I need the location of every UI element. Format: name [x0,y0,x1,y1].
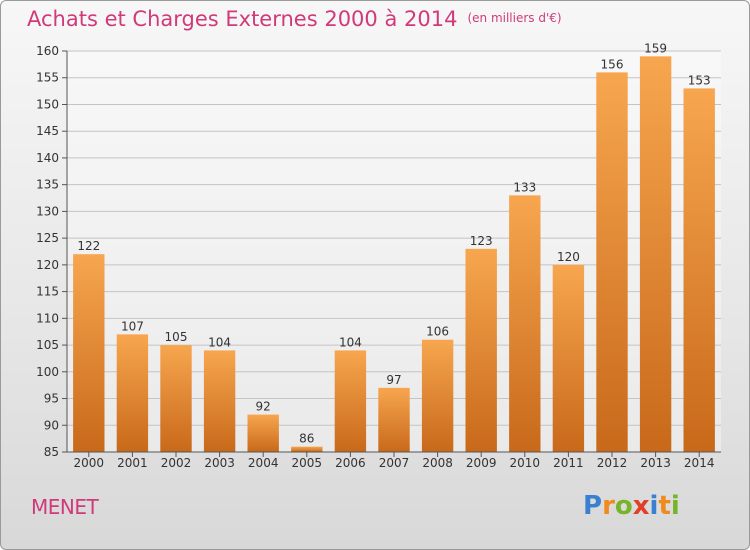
data-label: 97 [386,373,401,387]
data-label: 104 [208,335,231,349]
bar-2002 [160,345,192,452]
y-tick-label: 140 [36,151,59,165]
y-tick-label: 125 [36,231,59,245]
x-tick-label: 2014 [684,456,715,470]
bar-2003 [203,350,236,452]
bar-2004 [247,414,279,452]
y-tick-label: 100 [36,365,59,379]
y-tick-label: 95 [44,392,59,406]
bar-2009 [465,248,497,452]
bar-2007 [378,387,410,452]
y-tick-label: 120 [36,258,59,272]
data-label: 122 [77,239,100,253]
data-label: 92 [256,400,271,414]
y-axis: 85 90 95 100 105 110 115 120 125 130 135 140 145 150 1… [36,44,68,459]
data-label: 120 [557,250,580,264]
data-label: 133 [513,180,536,194]
y-tick-label: 105 [36,338,59,352]
bar-2010 [509,195,541,453]
x-tick-label: 2008 [422,456,453,470]
bar-2012 [596,72,628,453]
x-axis: 2000 2001 2002 2003 2004 2005 2006 2007 2008 2009… [67,451,721,470]
x-tick-label: 2005 [292,456,323,470]
bar-2008 [421,339,454,452]
x-tick-label: 2004 [248,456,279,470]
y-tick-label: 110 [36,311,59,325]
logo-letter: P [583,491,603,521]
x-tick-label: 2013 [640,456,671,470]
logo-letter: t [658,491,671,521]
proxiti-logo: Proxiti [583,491,680,521]
x-tick-label: 2011 [553,456,584,470]
data-label: 123 [470,234,493,248]
bar-2011 [552,264,585,452]
bar-2001 [116,334,149,452]
logo-letter: i [670,491,680,521]
y-tick-label: 160 [36,44,59,58]
x-tick-label: 2012 [597,456,628,470]
data-label: 107 [121,319,144,333]
x-tick-label: 2007 [379,456,410,470]
data-label: 153 [688,73,711,87]
y-tick-label: 90 [44,418,59,432]
x-tick-label: 2010 [510,456,541,470]
commune-name: MENET [31,495,99,519]
data-label: 159 [644,41,667,55]
x-tick-label: 2009 [466,456,497,470]
data-label: 106 [426,325,449,339]
y-tick-label: 155 [36,71,59,85]
x-tick-label: 2001 [117,456,148,470]
bar-2006 [334,350,367,452]
chart-subtitle: (en milliers d'€) [467,11,562,25]
bar-2005 [291,446,323,452]
bar-2013 [639,56,672,452]
y-tick-label: 115 [36,285,59,299]
y-tick-label: 145 [36,124,59,138]
chart-title: Achats et Charges Externes 2000 à 2014 (e… [27,7,562,31]
logo-letter: r [602,491,615,521]
logo-letter: o [614,491,633,521]
data-label: 156 [601,57,624,71]
bars: 122 107 105 104 92 86 104 97 106 123 133 120 156 159 1… [73,41,715,453]
data-label: 105 [165,330,188,344]
data-label: 86 [299,432,314,446]
x-tick-label: 2002 [161,456,192,470]
y-tick-label: 150 [36,97,59,111]
logo-letter: x [632,491,650,521]
data-label: 104 [339,335,362,349]
bar-2000 [73,254,105,452]
y-tick-label: 85 [44,445,59,459]
title-text: Achats et Charges Externes 2000 à 2014 [27,7,458,31]
x-tick-label: 2000 [74,456,105,470]
bar-2014 [683,88,715,452]
y-tick-label: 135 [36,178,59,192]
x-tick-label: 2003 [204,456,235,470]
x-tick-label: 2006 [335,456,366,470]
logo-letter: i [649,491,659,521]
y-tick-label: 130 [36,204,59,218]
